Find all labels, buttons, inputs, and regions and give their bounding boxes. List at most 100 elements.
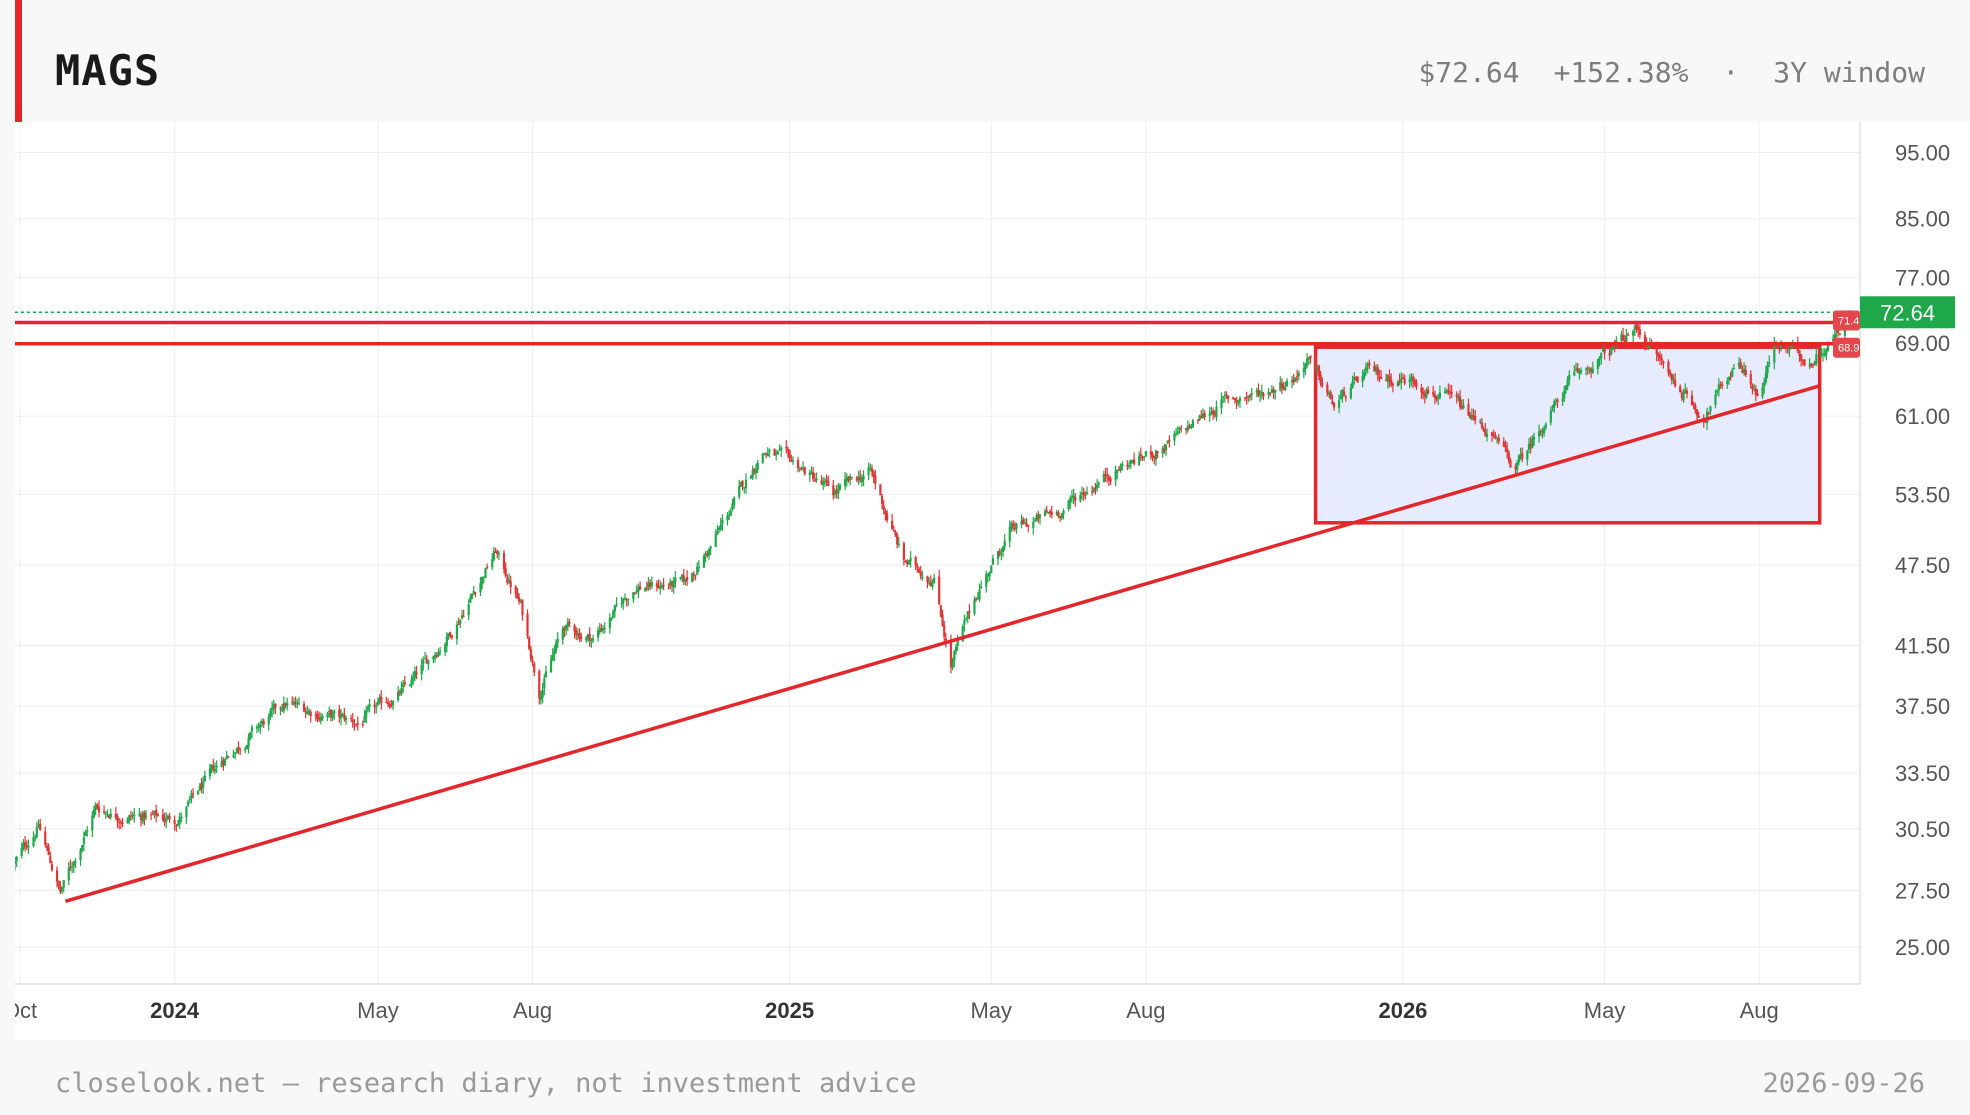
candle bbox=[1316, 365, 1319, 374]
candle bbox=[1274, 389, 1277, 400]
candle bbox=[131, 812, 134, 820]
candle bbox=[985, 570, 988, 593]
candle bbox=[1144, 450, 1147, 458]
x-tick-label: Aug bbox=[1126, 998, 1165, 1023]
candle bbox=[1811, 363, 1815, 369]
candle bbox=[729, 507, 732, 516]
candle bbox=[413, 666, 417, 682]
candle bbox=[608, 613, 611, 634]
candle bbox=[1208, 406, 1211, 422]
candle bbox=[576, 628, 580, 641]
candle bbox=[153, 810, 156, 819]
candle bbox=[857, 471, 860, 485]
candle bbox=[1353, 372, 1356, 385]
y-tick-label: 37.50 bbox=[1895, 694, 1950, 719]
candle bbox=[1480, 417, 1484, 430]
axes: 95.00 85.00 77.00 69.00 61.00 53.50 47.50 41.50… bbox=[3, 122, 1950, 1023]
candle bbox=[991, 554, 995, 565]
candle bbox=[916, 563, 919, 573]
candle bbox=[104, 811, 107, 819]
candle bbox=[1210, 406, 1213, 415]
candle bbox=[380, 690, 383, 710]
candle bbox=[933, 573, 936, 584]
candle bbox=[1080, 486, 1084, 500]
candle bbox=[1445, 388, 1448, 394]
candle bbox=[255, 724, 259, 734]
candle bbox=[1568, 370, 1571, 386]
level-badge: 71.4 bbox=[1833, 310, 1860, 331]
candle bbox=[843, 472, 847, 491]
candle bbox=[778, 444, 781, 452]
candle bbox=[1059, 515, 1062, 522]
candle bbox=[739, 481, 743, 488]
candle bbox=[397, 686, 400, 703]
candle bbox=[822, 477, 825, 490]
candle bbox=[978, 583, 981, 603]
y-tick-label: 61.00 bbox=[1895, 404, 1950, 429]
candle bbox=[1057, 510, 1060, 519]
candle bbox=[210, 764, 213, 774]
candle bbox=[192, 788, 195, 799]
candle bbox=[1413, 377, 1416, 387]
candle bbox=[791, 456, 795, 465]
candle bbox=[363, 709, 366, 723]
candle bbox=[670, 580, 674, 593]
candle bbox=[1596, 358, 1599, 375]
candle bbox=[1726, 377, 1729, 389]
candle bbox=[561, 625, 564, 645]
candle bbox=[1060, 512, 1063, 521]
candle bbox=[173, 815, 176, 831]
candle bbox=[422, 656, 425, 671]
candle bbox=[896, 532, 899, 549]
candle bbox=[980, 580, 983, 590]
candle bbox=[580, 632, 583, 642]
candle bbox=[669, 578, 672, 590]
candle bbox=[1163, 443, 1166, 454]
candle bbox=[1751, 383, 1754, 395]
candle bbox=[333, 709, 336, 720]
candle bbox=[1810, 362, 1813, 368]
candle bbox=[1492, 429, 1495, 439]
accent-bar bbox=[15, 0, 22, 122]
candle bbox=[1151, 451, 1154, 462]
candle bbox=[756, 459, 759, 474]
candle bbox=[1516, 459, 1519, 474]
candle bbox=[1537, 424, 1541, 443]
candle bbox=[1729, 371, 1732, 381]
candle bbox=[1669, 369, 1672, 378]
candle bbox=[963, 614, 966, 632]
candle bbox=[517, 593, 521, 605]
candle bbox=[1396, 380, 1400, 387]
candle bbox=[1176, 426, 1179, 435]
candle bbox=[1032, 516, 1035, 535]
candle bbox=[939, 604, 942, 618]
candle bbox=[106, 809, 109, 817]
candle bbox=[356, 716, 359, 731]
candle bbox=[155, 804, 158, 823]
candle bbox=[450, 635, 453, 640]
candle bbox=[292, 697, 296, 707]
trendline[interactable] bbox=[64, 384, 1821, 904]
candle bbox=[776, 450, 779, 455]
candle bbox=[645, 581, 648, 592]
candle bbox=[1697, 411, 1700, 418]
candle bbox=[318, 711, 321, 722]
price-chart[interactable]: 95.00 85.00 77.00 69.00 61.00 53.50 47.50 41.50… bbox=[3, 122, 1970, 1040]
candle bbox=[529, 645, 532, 662]
candle bbox=[1497, 434, 1500, 445]
candle bbox=[682, 568, 685, 586]
candle bbox=[435, 652, 438, 659]
candle bbox=[267, 713, 270, 731]
candle bbox=[588, 627, 591, 647]
candle bbox=[1585, 367, 1588, 376]
candle bbox=[378, 694, 381, 705]
candle bbox=[1620, 330, 1623, 343]
candle bbox=[1719, 381, 1722, 389]
candle bbox=[302, 701, 306, 713]
x-tick-label: May bbox=[1584, 998, 1626, 1023]
candle bbox=[1269, 391, 1272, 397]
candle bbox=[71, 862, 74, 874]
chart-area[interactable]: 95.00 85.00 77.00 69.00 61.00 53.50 47.50 41.50… bbox=[3, 122, 1970, 1040]
candle bbox=[1549, 406, 1552, 426]
candle bbox=[1739, 358, 1742, 370]
